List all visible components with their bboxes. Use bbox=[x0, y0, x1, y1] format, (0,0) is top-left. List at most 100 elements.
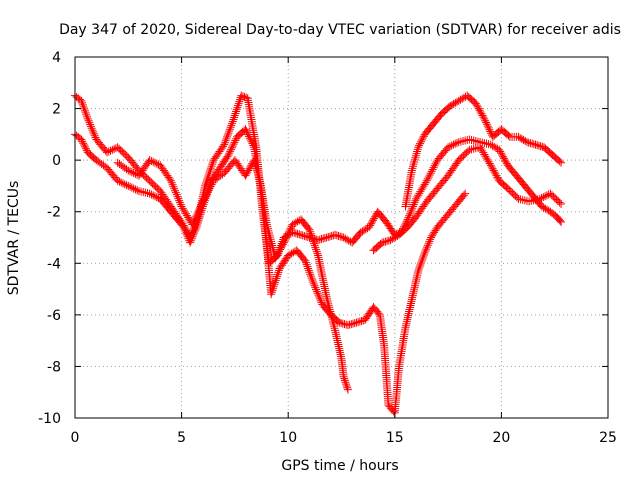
data-point bbox=[189, 230, 198, 239]
data-point bbox=[225, 149, 234, 158]
data-point bbox=[431, 159, 440, 168]
data-point bbox=[491, 169, 500, 178]
data-point bbox=[244, 132, 253, 141]
data-point bbox=[490, 168, 499, 177]
data-point bbox=[367, 219, 376, 228]
data-point bbox=[276, 262, 285, 271]
data-point bbox=[79, 102, 88, 111]
data-point bbox=[478, 146, 487, 155]
data-point bbox=[251, 160, 260, 169]
data-point bbox=[276, 245, 285, 254]
data-point bbox=[234, 99, 243, 108]
data-point bbox=[514, 194, 523, 203]
data-point bbox=[277, 261, 286, 270]
data-point bbox=[172, 190, 181, 199]
data-point bbox=[423, 243, 432, 252]
data-point bbox=[327, 231, 336, 240]
data-point bbox=[288, 220, 297, 229]
data-point bbox=[190, 227, 199, 236]
data-point bbox=[106, 146, 115, 155]
data-point bbox=[229, 115, 238, 124]
data-point bbox=[248, 139, 257, 148]
data-point bbox=[537, 193, 546, 202]
data-point bbox=[179, 206, 188, 215]
data-point bbox=[478, 111, 487, 120]
data-point bbox=[191, 212, 200, 221]
data-point bbox=[541, 204, 550, 213]
data-point bbox=[456, 95, 465, 104]
data-point bbox=[323, 296, 332, 305]
x-tick-label: 0 bbox=[71, 430, 80, 446]
data-point bbox=[145, 156, 154, 165]
data-point bbox=[490, 142, 499, 151]
data-point bbox=[117, 178, 126, 187]
data-point bbox=[427, 233, 436, 242]
data-point bbox=[385, 222, 394, 231]
data-point bbox=[418, 183, 427, 192]
data-point bbox=[234, 101, 243, 110]
data-point bbox=[471, 137, 480, 146]
y-tick-label: -8 bbox=[47, 359, 61, 375]
data-point bbox=[326, 307, 335, 316]
data-point bbox=[84, 116, 93, 125]
data-point bbox=[426, 235, 435, 244]
data-point bbox=[225, 127, 234, 136]
data-point bbox=[189, 218, 198, 227]
data-point bbox=[237, 91, 246, 100]
data-point bbox=[220, 157, 229, 166]
data-point bbox=[539, 193, 548, 202]
data-point bbox=[302, 232, 311, 241]
data-point bbox=[484, 140, 493, 149]
data-point bbox=[295, 230, 304, 239]
data-point bbox=[499, 152, 508, 161]
data-point bbox=[192, 210, 201, 219]
data-point bbox=[408, 204, 417, 213]
data-point bbox=[340, 376, 349, 385]
data-point bbox=[430, 161, 439, 170]
data-point bbox=[126, 167, 135, 176]
data-point bbox=[465, 145, 474, 154]
data-point bbox=[285, 226, 294, 235]
data-point bbox=[428, 165, 437, 174]
data-point bbox=[522, 138, 531, 147]
data-point bbox=[319, 234, 328, 243]
data-point bbox=[190, 216, 199, 225]
data-point bbox=[328, 315, 337, 324]
data-point bbox=[315, 294, 324, 303]
data-point bbox=[282, 254, 291, 263]
y-tick-label: -4 bbox=[47, 256, 61, 272]
data-point bbox=[459, 137, 468, 146]
data-point bbox=[406, 207, 415, 216]
series-track-2 bbox=[71, 125, 470, 417]
data-point bbox=[251, 162, 260, 171]
data-point bbox=[544, 190, 553, 199]
data-point bbox=[273, 250, 282, 259]
data-point bbox=[273, 270, 282, 279]
data-point bbox=[485, 159, 494, 168]
data-point bbox=[312, 245, 321, 254]
x-tick-label: 5 bbox=[177, 430, 186, 446]
data-point bbox=[186, 236, 195, 245]
data-point bbox=[231, 136, 240, 145]
data-point bbox=[416, 137, 425, 146]
data-point bbox=[218, 160, 227, 169]
data-point bbox=[417, 258, 426, 267]
x-tick-label: 10 bbox=[279, 430, 297, 446]
data-point bbox=[421, 178, 430, 187]
data-point bbox=[461, 136, 470, 145]
data-point bbox=[206, 166, 215, 175]
data-point bbox=[352, 318, 361, 327]
data-point bbox=[384, 236, 393, 245]
data-point bbox=[300, 231, 309, 240]
data-point bbox=[519, 136, 528, 145]
data-point bbox=[483, 122, 492, 131]
data-point bbox=[287, 249, 296, 258]
data-point bbox=[298, 231, 307, 240]
data-point bbox=[306, 272, 315, 281]
data-point bbox=[429, 230, 438, 239]
data-point bbox=[449, 140, 458, 149]
data-point bbox=[222, 154, 231, 163]
data-point bbox=[224, 150, 233, 159]
data-point bbox=[388, 235, 397, 244]
data-point bbox=[410, 155, 419, 164]
